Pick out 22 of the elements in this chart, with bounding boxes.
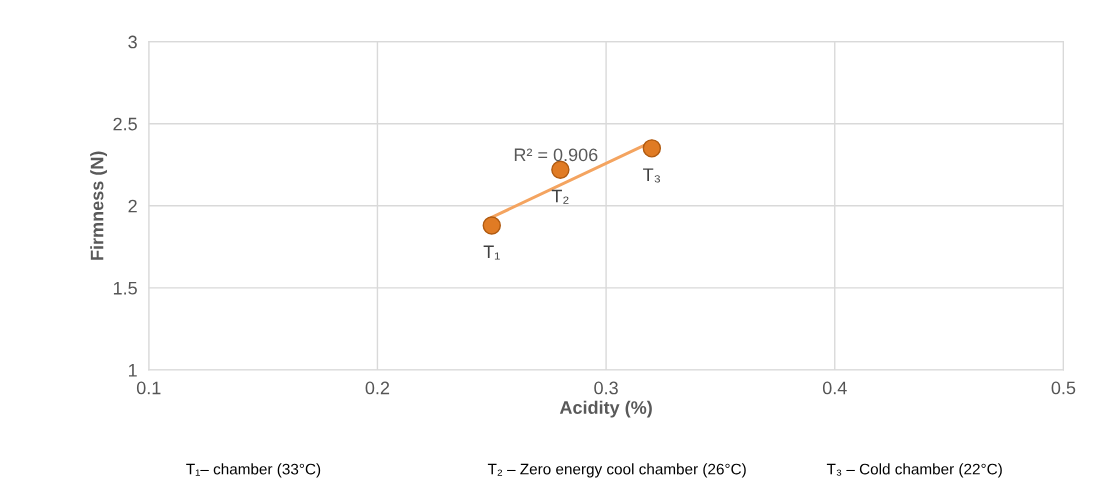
annotation: T₁ [483, 245, 500, 260]
x-tick-label: 0.1 [136, 381, 161, 395]
annotation: T₃ [643, 168, 660, 183]
point [482, 216, 501, 235]
y-tick-label: 3 [128, 35, 137, 49]
y-tick-label: 1.5 [113, 282, 137, 295]
y-tick-label: 1 [129, 364, 137, 377]
x-tick-label: 0.4 [822, 381, 847, 395]
y-axis-title: Firmness (N) [90, 151, 108, 260]
annotation: T₂ [551, 189, 569, 204]
x-tick-label: 0.5 [1051, 381, 1076, 395]
text: T₃ – Cold chamber (22°C) [826, 463, 1002, 478]
y-tick-label: 2 [128, 199, 137, 213]
point [642, 139, 662, 158]
annotation: R² = 0.906 [514, 148, 598, 162]
text: T₁– chamber (33°C) [186, 463, 321, 478]
point [551, 160, 570, 179]
y-tick-label: 2.5 [113, 117, 137, 131]
x-tick-label: 0.3 [594, 381, 618, 395]
x-tick-label: 0.2 [365, 381, 390, 395]
x-axis-title: Acidity (%) [559, 400, 652, 418]
text: T₂ – Zero energy cool chamber (26°C) [487, 463, 746, 478]
